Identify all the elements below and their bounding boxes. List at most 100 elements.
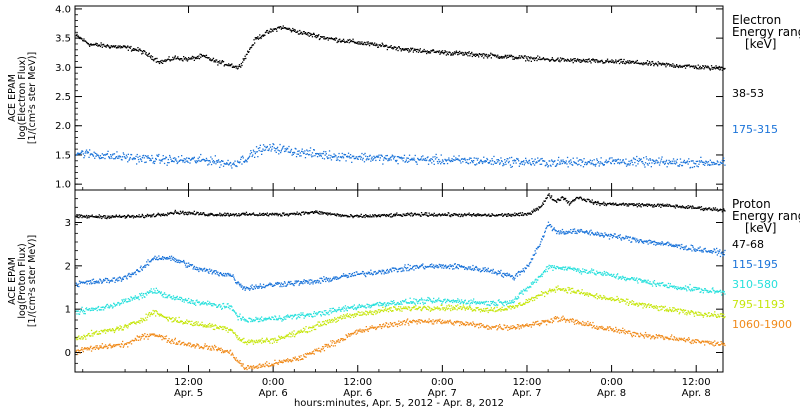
data-point — [441, 213, 444, 215]
data-point — [512, 162, 515, 164]
data-point — [181, 212, 183, 214]
data-point — [199, 160, 201, 162]
data-point — [494, 271, 496, 273]
data-point — [273, 214, 275, 216]
data-point — [696, 207, 698, 209]
data-point — [485, 160, 487, 162]
data-point — [98, 214, 100, 216]
data-point — [389, 268, 392, 270]
data-point — [403, 154, 406, 156]
data-point — [276, 146, 279, 148]
data-point — [96, 153, 98, 155]
data-point — [450, 53, 453, 55]
data-point — [486, 270, 488, 273]
data-point — [586, 163, 588, 165]
data-point — [506, 272, 508, 274]
data-point — [664, 162, 666, 164]
data-point — [711, 162, 713, 164]
data-point — [257, 321, 260, 323]
data-point — [75, 282, 77, 284]
data-point — [474, 266, 477, 268]
data-point — [498, 299, 500, 301]
data-point — [505, 163, 507, 165]
data-point — [275, 28, 277, 30]
data-point — [526, 59, 529, 61]
data-point — [118, 302, 120, 304]
data-point — [122, 152, 124, 154]
data-point — [178, 160, 180, 162]
data-point — [301, 33, 303, 35]
data-point — [505, 55, 507, 57]
data-point — [516, 298, 519, 300]
data-point — [103, 280, 105, 282]
data-point — [267, 284, 269, 287]
data-point — [264, 286, 266, 289]
data-point — [212, 305, 214, 307]
data-point — [229, 213, 232, 215]
data-point — [272, 143, 274, 145]
data-point — [606, 162, 608, 164]
data-point — [189, 302, 192, 304]
data-point — [705, 250, 707, 252]
data-point — [178, 298, 180, 300]
data-point — [420, 212, 423, 214]
data-point — [523, 55, 525, 57]
data-point — [297, 280, 300, 282]
data-point — [191, 302, 194, 304]
data-point — [157, 212, 159, 214]
data-point — [245, 214, 247, 216]
data-point — [259, 36, 261, 39]
data-point — [255, 318, 258, 320]
data-point — [524, 290, 526, 292]
data-point — [200, 213, 202, 216]
data-point — [657, 161, 659, 163]
data-point — [142, 294, 144, 296]
data-point — [320, 211, 322, 213]
data-point — [458, 299, 460, 301]
data-point — [191, 157, 194, 159]
data-point — [531, 283, 533, 285]
data-point — [375, 155, 378, 157]
data-point — [588, 232, 590, 234]
data-point — [509, 274, 511, 276]
data-point — [684, 67, 687, 69]
data-point — [196, 299, 198, 301]
data-point — [412, 302, 414, 304]
data-point — [510, 213, 512, 216]
data-point — [314, 315, 316, 317]
data-point — [99, 309, 102, 311]
data-point — [247, 321, 249, 323]
data-point — [340, 156, 342, 158]
data-point — [670, 64, 672, 66]
data-point — [686, 64, 689, 66]
data-point — [569, 203, 571, 205]
data-point — [539, 159, 541, 161]
data-point — [240, 156, 242, 158]
data-point — [308, 35, 310, 37]
data-point — [511, 55, 513, 57]
data-point — [521, 270, 524, 273]
data-point — [464, 159, 466, 161]
data-point — [514, 160, 516, 162]
data-point — [351, 161, 353, 163]
data-point — [321, 213, 323, 215]
data-point — [431, 213, 433, 215]
data-point — [368, 45, 371, 47]
data-point — [87, 152, 90, 154]
data-point — [350, 214, 352, 216]
data-point — [393, 158, 395, 160]
data-point — [716, 254, 718, 256]
data-point — [632, 61, 635, 63]
data-point — [358, 273, 360, 275]
data-point — [216, 160, 218, 162]
data-point — [466, 52, 468, 54]
data-point — [264, 213, 266, 216]
data-point — [348, 42, 350, 44]
data-point — [537, 55, 539, 57]
data-point — [558, 60, 560, 62]
data-point — [560, 232, 562, 235]
data-point — [185, 160, 187, 162]
data-point — [493, 55, 496, 57]
data-point — [655, 244, 657, 246]
data-point — [92, 282, 94, 284]
